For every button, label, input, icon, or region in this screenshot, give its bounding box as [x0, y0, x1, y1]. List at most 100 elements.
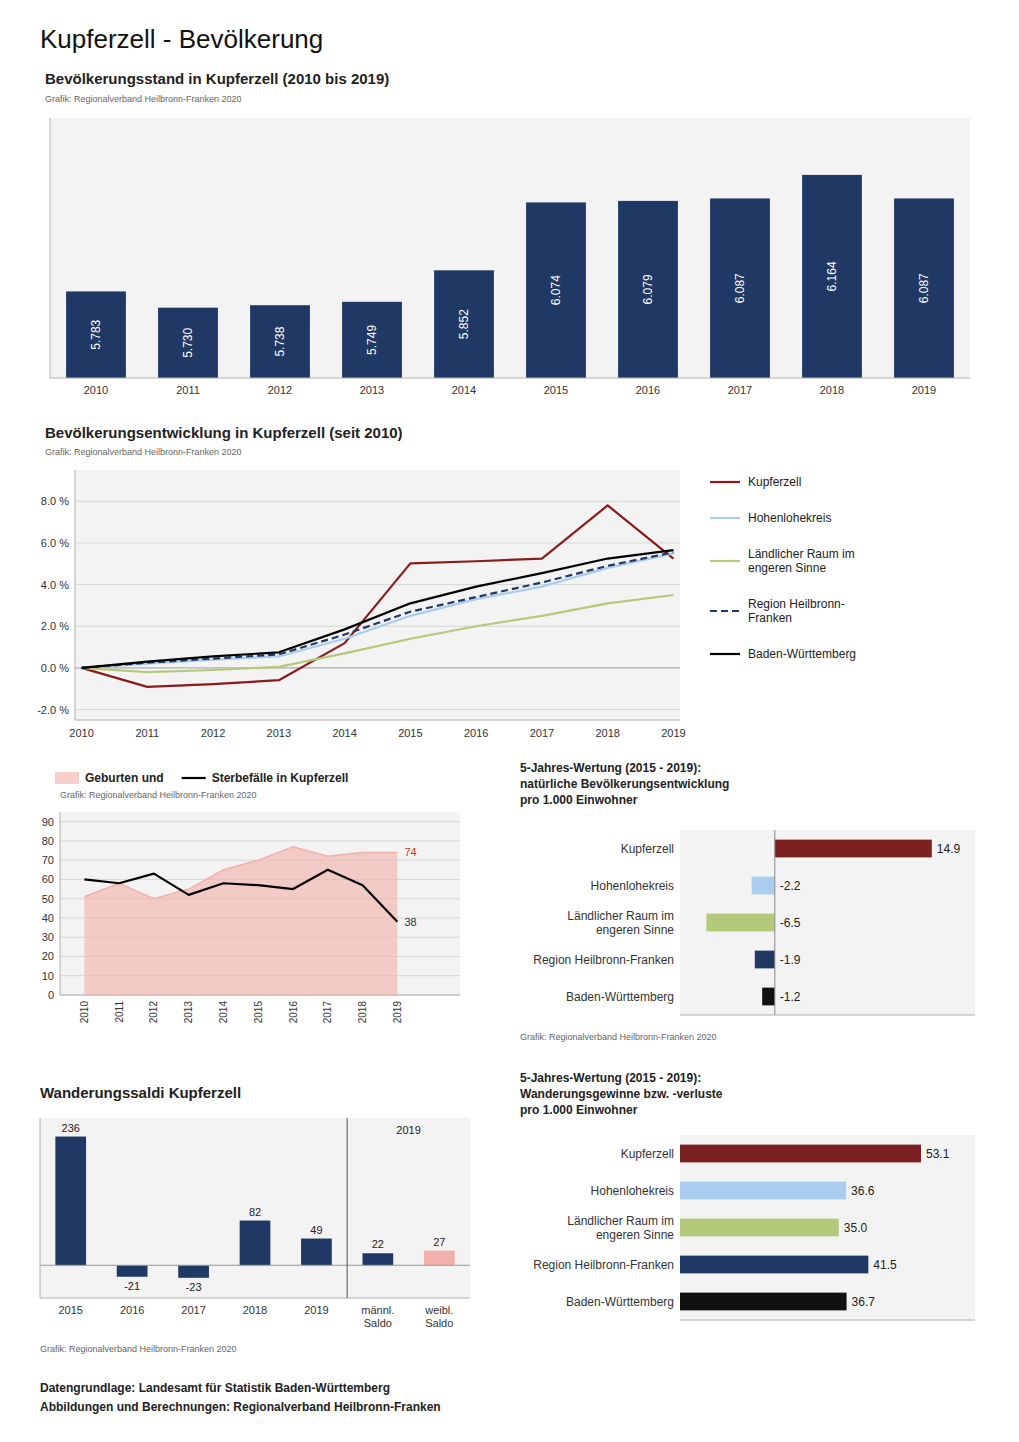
- text-line: Ländlicher Raum im: [567, 1214, 674, 1228]
- data-label: 6.074: [549, 275, 563, 305]
- y-tick-label: 70: [42, 854, 54, 866]
- legend-label: Sterbefälle in Kupferzell: [212, 771, 349, 785]
- x-tick-label: 2014: [332, 727, 356, 739]
- text-line: Hohenlohekreis: [591, 879, 674, 893]
- x-tick-label: 2015: [544, 384, 568, 396]
- y-tick-label: 0: [48, 989, 54, 1001]
- data-label: 35.0: [844, 1221, 868, 1235]
- x-tick-label: männl.Saldo: [361, 1304, 394, 1329]
- y-tick-label: 2.0 %: [41, 620, 69, 632]
- text-line: 2017: [181, 1304, 205, 1316]
- bar: [775, 840, 932, 858]
- x-tick-label: 2014: [218, 1001, 229, 1024]
- x-tick-label: 2017: [530, 727, 554, 739]
- area-edge: [84, 847, 397, 899]
- bar: [706, 914, 774, 932]
- bar: [680, 1219, 839, 1237]
- grid-line: [75, 542, 680, 543]
- area: [84, 847, 397, 995]
- text-line: pro 1.000 Einwohner: [520, 1103, 638, 1117]
- y-tick-label: 10: [42, 970, 54, 982]
- x-axis-line: [50, 378, 970, 379]
- text-line: Hohenlohekreis: [748, 511, 831, 525]
- x-tick-label: 2013: [360, 384, 384, 396]
- x-tick-label: 2013: [267, 727, 291, 739]
- bar: [618, 201, 678, 378]
- chart-page: Kupferzell - BevölkerungBevölkerungsstan…: [0, 0, 1019, 1442]
- bar: [710, 198, 770, 378]
- grid-line: [75, 584, 680, 585]
- text-line: Franken: [748, 611, 792, 625]
- text-line: Kupferzell: [748, 475, 801, 489]
- bar: [680, 1145, 921, 1163]
- text-line: Ländlicher Raum im: [567, 909, 674, 923]
- bar: [240, 1221, 271, 1266]
- x-tick-label: 2017: [181, 1304, 205, 1316]
- x-axis-line: [680, 1320, 975, 1321]
- footer: Datengrundlage: Landesamt für Statistik …: [40, 1381, 390, 1395]
- legend-label: Region Heilbronn-Franken: [748, 597, 845, 625]
- x-tick-label: 2012: [268, 384, 292, 396]
- x-tick-label: 2016: [636, 384, 660, 396]
- chart-subtitle: Grafik: Regionalverband Heilbronn-Franke…: [520, 1032, 717, 1042]
- data-label: 5.783: [89, 319, 103, 349]
- chart-title: Bevölkerungsentwicklung in Kupferzell (s…: [45, 424, 403, 441]
- text-line: natürliche Bevölkerungsentwicklung: [520, 777, 729, 791]
- x-tick-label: 2017: [728, 384, 752, 396]
- annotation: 74: [404, 846, 416, 858]
- y-tick-label: Ländlicher Raum imengeren Sinne: [567, 1214, 674, 1242]
- y-tick-label: Baden-Württemberg: [566, 1295, 674, 1309]
- text-line: 2014: [452, 384, 476, 396]
- x-tick-label: 2018: [595, 727, 619, 739]
- bar: [424, 1251, 455, 1266]
- text-line: Region Heilbronn-: [748, 597, 845, 611]
- text-line: Baden-Württemberg: [566, 1295, 674, 1309]
- data-label: -1.2: [780, 990, 801, 1004]
- data-label: 22: [372, 1238, 384, 1250]
- y-tick-label: Region Heilbronn-Franken: [533, 1258, 674, 1272]
- text-line: Grafik: Regionalverband Heilbronn-Franke…: [45, 94, 242, 104]
- x-tick-label: 2017: [322, 1001, 333, 1024]
- y-tick-label: 6.0 %: [41, 537, 69, 549]
- marks: [82, 505, 674, 686]
- data-label: -21: [124, 1280, 140, 1292]
- text-line: Saldo: [364, 1317, 392, 1329]
- x-tick-label: 2016: [288, 1001, 299, 1024]
- y-axis-line: [50, 118, 51, 378]
- text-line: männl.: [361, 1304, 394, 1316]
- text-line: 2018: [243, 1304, 267, 1316]
- plot-background: [680, 830, 975, 1015]
- text-line: 2015: [544, 384, 568, 396]
- y-tick-label: 50: [42, 893, 54, 905]
- bar: [158, 308, 218, 378]
- bar: [802, 175, 862, 378]
- text-line: 2016: [636, 384, 660, 396]
- text-line: Hohenlohekreis: [591, 1184, 674, 1198]
- y-tick-label: Hohenlohekreis: [591, 1184, 674, 1198]
- data-label: 41.5: [873, 1258, 897, 1272]
- y-tick-label: Region Heilbronn-Franken: [533, 953, 674, 967]
- x-tick-label: 2019: [392, 1001, 403, 1024]
- data-label: 6.087: [733, 273, 747, 303]
- y-axis-line: [40, 1118, 41, 1298]
- line: [82, 553, 674, 668]
- text-line: engeren Sinne: [596, 1228, 674, 1242]
- y-tick-label: 20: [42, 950, 54, 962]
- text-line: 2016: [120, 1304, 144, 1316]
- annotation: 38: [404, 916, 416, 928]
- y-tick-label: 80: [42, 835, 54, 847]
- marks: [66, 175, 954, 378]
- data-label: -1.9: [780, 953, 801, 967]
- text-line: 2018: [820, 384, 844, 396]
- x-tick-label: 2018: [820, 384, 844, 396]
- y-tick-label: 0.0 %: [41, 662, 69, 674]
- x-tick-label: 2011: [136, 727, 160, 739]
- text-line: Kupferzell: [621, 842, 674, 856]
- data-label: 36.6: [851, 1184, 875, 1198]
- x-tick-label: 2018: [357, 1001, 368, 1024]
- text-line: 2015: [58, 1304, 82, 1316]
- text-line: 2010: [84, 384, 108, 396]
- x-tick-label: 2013: [183, 1001, 194, 1024]
- x-tick-label: 2010: [84, 384, 108, 396]
- page-title: Kupferzell - Bevölkerung: [40, 24, 323, 54]
